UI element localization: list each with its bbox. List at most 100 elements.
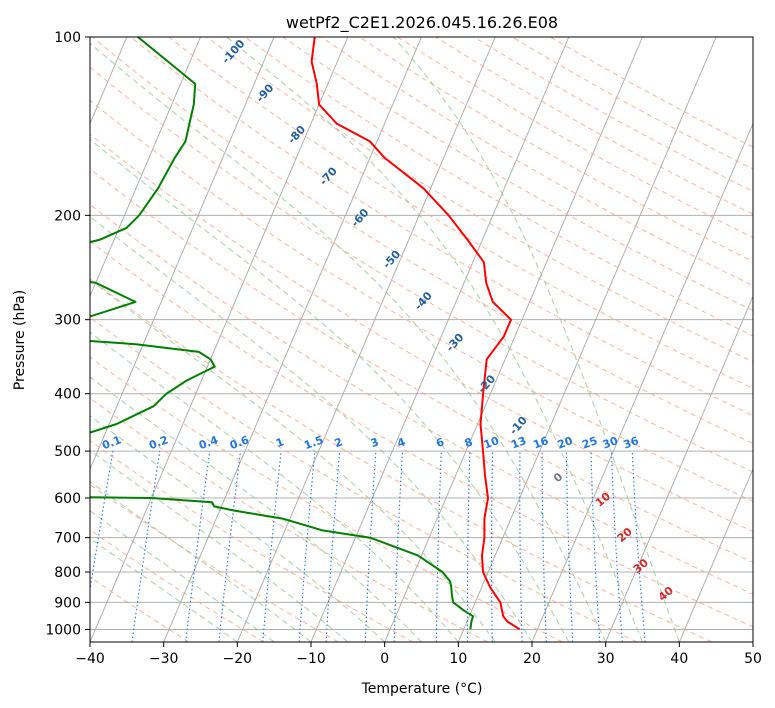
series-layer — [90, 37, 521, 631]
mixing-ratio-label: 36 — [622, 434, 641, 452]
isotherm-line — [531, 122, 753, 642]
moist-adiabat-label: 0 — [551, 470, 565, 485]
isotherm-line — [752, 640, 753, 642]
temperature-profile-line — [310, 37, 521, 631]
x-tick-label: 10 — [449, 651, 467, 667]
dry-adiabat-line — [90, 203, 753, 595]
moist-adiabat-line — [90, 138, 570, 642]
isotherm-line — [90, 37, 349, 642]
dry-adiabat-line — [282, 37, 753, 312]
dry-adiabat-line — [90, 576, 190, 642]
x-tick-label: 20 — [523, 651, 541, 667]
dry-adiabat-line — [90, 240, 753, 628]
isotherm-line — [90, 37, 201, 298]
moist-adiabat-line — [90, 376, 422, 642]
moist-adiabat-line — [90, 42, 607, 642]
dry-adiabat-line — [90, 66, 753, 473]
x-axis: −40 −30 −20 −10 0 10 20 30 40 50 — [75, 642, 762, 667]
mixing-ratio-label: 0.4 — [197, 433, 220, 452]
isotherm-line — [678, 467, 753, 642]
isotherm-line — [457, 37, 717, 642]
y-tick-label: 1000 — [45, 622, 81, 638]
mixing-ratio-label: 3 — [369, 435, 381, 450]
mixing-ratio-label: 0.2 — [147, 433, 170, 452]
dewpoint-profile-line — [90, 37, 474, 630]
dry-adiabat-label: 30 — [631, 556, 651, 576]
moist-adiabat-line — [392, 37, 680, 642]
y-tick-label: 800 — [54, 565, 81, 581]
mixing-ratio-label: 6 — [434, 435, 446, 450]
y-tick-label: 900 — [54, 595, 81, 611]
moist-adiabat-line — [90, 481, 312, 642]
x-tick-label: −20 — [223, 651, 253, 667]
x-tick-label: 40 — [670, 651, 688, 667]
dry-adiabat-line — [130, 37, 753, 417]
dry-adiabat-line — [90, 133, 753, 533]
dry-adiabat-line — [511, 37, 753, 170]
moist-adiabat-line — [90, 510, 275, 642]
mixing-ratio-label: 20 — [556, 434, 575, 452]
moist-adiabat-line — [90, 331, 459, 642]
sigma-level-label: -90 — [254, 81, 277, 105]
mixing-ratio-line — [565, 451, 574, 642]
sigma-level-label: -80 — [285, 123, 308, 147]
y-tick-label: 600 — [54, 491, 81, 507]
x-tick-label: −10 — [296, 651, 326, 667]
moist-adiabat-line — [90, 215, 533, 642]
mixing-ratio-label: 2 — [333, 435, 345, 450]
dry-adiabat-line — [90, 356, 563, 642]
dry-adiabat-line — [549, 37, 753, 148]
mixing-ratio-line — [90, 451, 114, 594]
x-tick-label: 30 — [597, 651, 615, 667]
dry-adiabat-line — [90, 483, 339, 642]
x-axis-label: Temperature (°C) — [361, 681, 483, 697]
mixing-ratio-line — [262, 451, 282, 642]
sigma-level-label: -50 — [380, 247, 403, 271]
mixing-ratio-label: 10 — [482, 434, 501, 452]
y-tick-label: 300 — [54, 313, 81, 329]
y-axis: 100 200 300 400 500 600 700 800 900 1000 — [45, 30, 90, 638]
y-tick-label: 700 — [54, 531, 81, 547]
mixing-ratio-line — [519, 451, 523, 642]
y-tick-label: 500 — [54, 444, 81, 460]
x-tick-label: 0 — [380, 651, 389, 667]
y-tick-label: 400 — [54, 387, 81, 403]
x-tick-label: −40 — [75, 651, 105, 667]
isotherm-line — [384, 37, 643, 642]
y-tick-label: 200 — [54, 208, 81, 224]
mixing-ratio-label: 1.5 — [302, 433, 325, 452]
mixing-ratio-line — [631, 451, 646, 642]
x-tick-label: 50 — [744, 651, 762, 667]
moist-adiabat-line — [226, 37, 643, 642]
dry-adiabat-line — [90, 316, 638, 642]
sigma-level-label: -100 — [219, 37, 247, 66]
dry-adiabat-line — [359, 37, 753, 263]
mixing-ratio-label: 25 — [580, 434, 599, 451]
chart-title: wetPf2_C2E1.2026.045.16.26.E08 — [286, 13, 558, 33]
y-axis-label: Pressure (hPa) — [12, 290, 28, 390]
dry-adiabat-line — [90, 168, 753, 563]
mixing-ratio-line — [298, 451, 316, 642]
isotherm-line — [605, 295, 753, 642]
sigma-level-label: -30 — [444, 331, 467, 355]
mixing-ratio-label: 8 — [463, 435, 475, 450]
x-tick-label: −30 — [149, 651, 179, 667]
mixing-ratio-label: 1 — [274, 435, 286, 450]
moist-adiabat-line — [90, 537, 238, 642]
dry-adiabat-line — [90, 529, 264, 642]
mixing-ratio-label: 30 — [601, 434, 620, 452]
mixing-ratio-label: 0.1 — [100, 433, 123, 452]
mixing-ratio-label: 13 — [509, 434, 528, 451]
dry-adiabat-label: 40 — [656, 584, 676, 604]
mixing-ratio-line — [218, 451, 242, 642]
dry-adiabat-line — [206, 37, 753, 363]
isotherm-line — [90, 37, 275, 471]
dry-adiabat-line — [90, 397, 488, 642]
isotherm-line — [163, 37, 422, 642]
dry-adiabat-line — [168, 37, 753, 389]
isotherm-line — [236, 37, 496, 642]
dry-adiabat-line — [90, 440, 414, 642]
dry-adiabat-line — [90, 278, 712, 642]
plot-frame — [89, 36, 754, 643]
